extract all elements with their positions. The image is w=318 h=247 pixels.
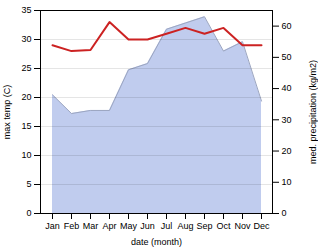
svg-text:60: 60 [282, 21, 292, 31]
svg-text:25: 25 [21, 63, 31, 73]
svg-text:Oct: Oct [216, 221, 231, 231]
svg-text:20: 20 [21, 92, 31, 102]
svg-text:Mar: Mar [83, 221, 99, 231]
svg-text:Jun: Jun [140, 221, 155, 231]
svg-text:max temp (C): max temp (C) [2, 85, 12, 140]
svg-text:med. precipitation (kg/m2): med. precipitation (kg/m2) [308, 60, 318, 164]
svg-text:40: 40 [282, 83, 292, 93]
svg-text:Jul: Jul [161, 221, 173, 231]
svg-text:35: 35 [21, 5, 31, 15]
svg-text:50: 50 [282, 52, 292, 62]
svg-text:10: 10 [282, 177, 292, 187]
svg-text:Aug: Aug [177, 221, 193, 231]
svg-text:30: 30 [21, 34, 31, 44]
svg-text:0: 0 [282, 208, 287, 218]
svg-text:20: 20 [282, 146, 292, 156]
svg-text:Feb: Feb [64, 221, 80, 231]
svg-text:30: 30 [282, 115, 292, 125]
svg-text:Nov: Nov [234, 221, 251, 231]
svg-text:Apr: Apr [102, 221, 116, 231]
svg-text:10: 10 [21, 150, 31, 160]
svg-text:Dec: Dec [253, 221, 270, 231]
svg-text:5: 5 [26, 179, 31, 189]
svg-text:Jan: Jan [45, 221, 60, 231]
svg-text:0: 0 [26, 208, 31, 218]
svg-text:15: 15 [21, 121, 31, 131]
svg-text:Sep: Sep [196, 221, 212, 231]
svg-text:May: May [120, 221, 138, 231]
svg-text:date (month): date (month) [131, 237, 182, 247]
